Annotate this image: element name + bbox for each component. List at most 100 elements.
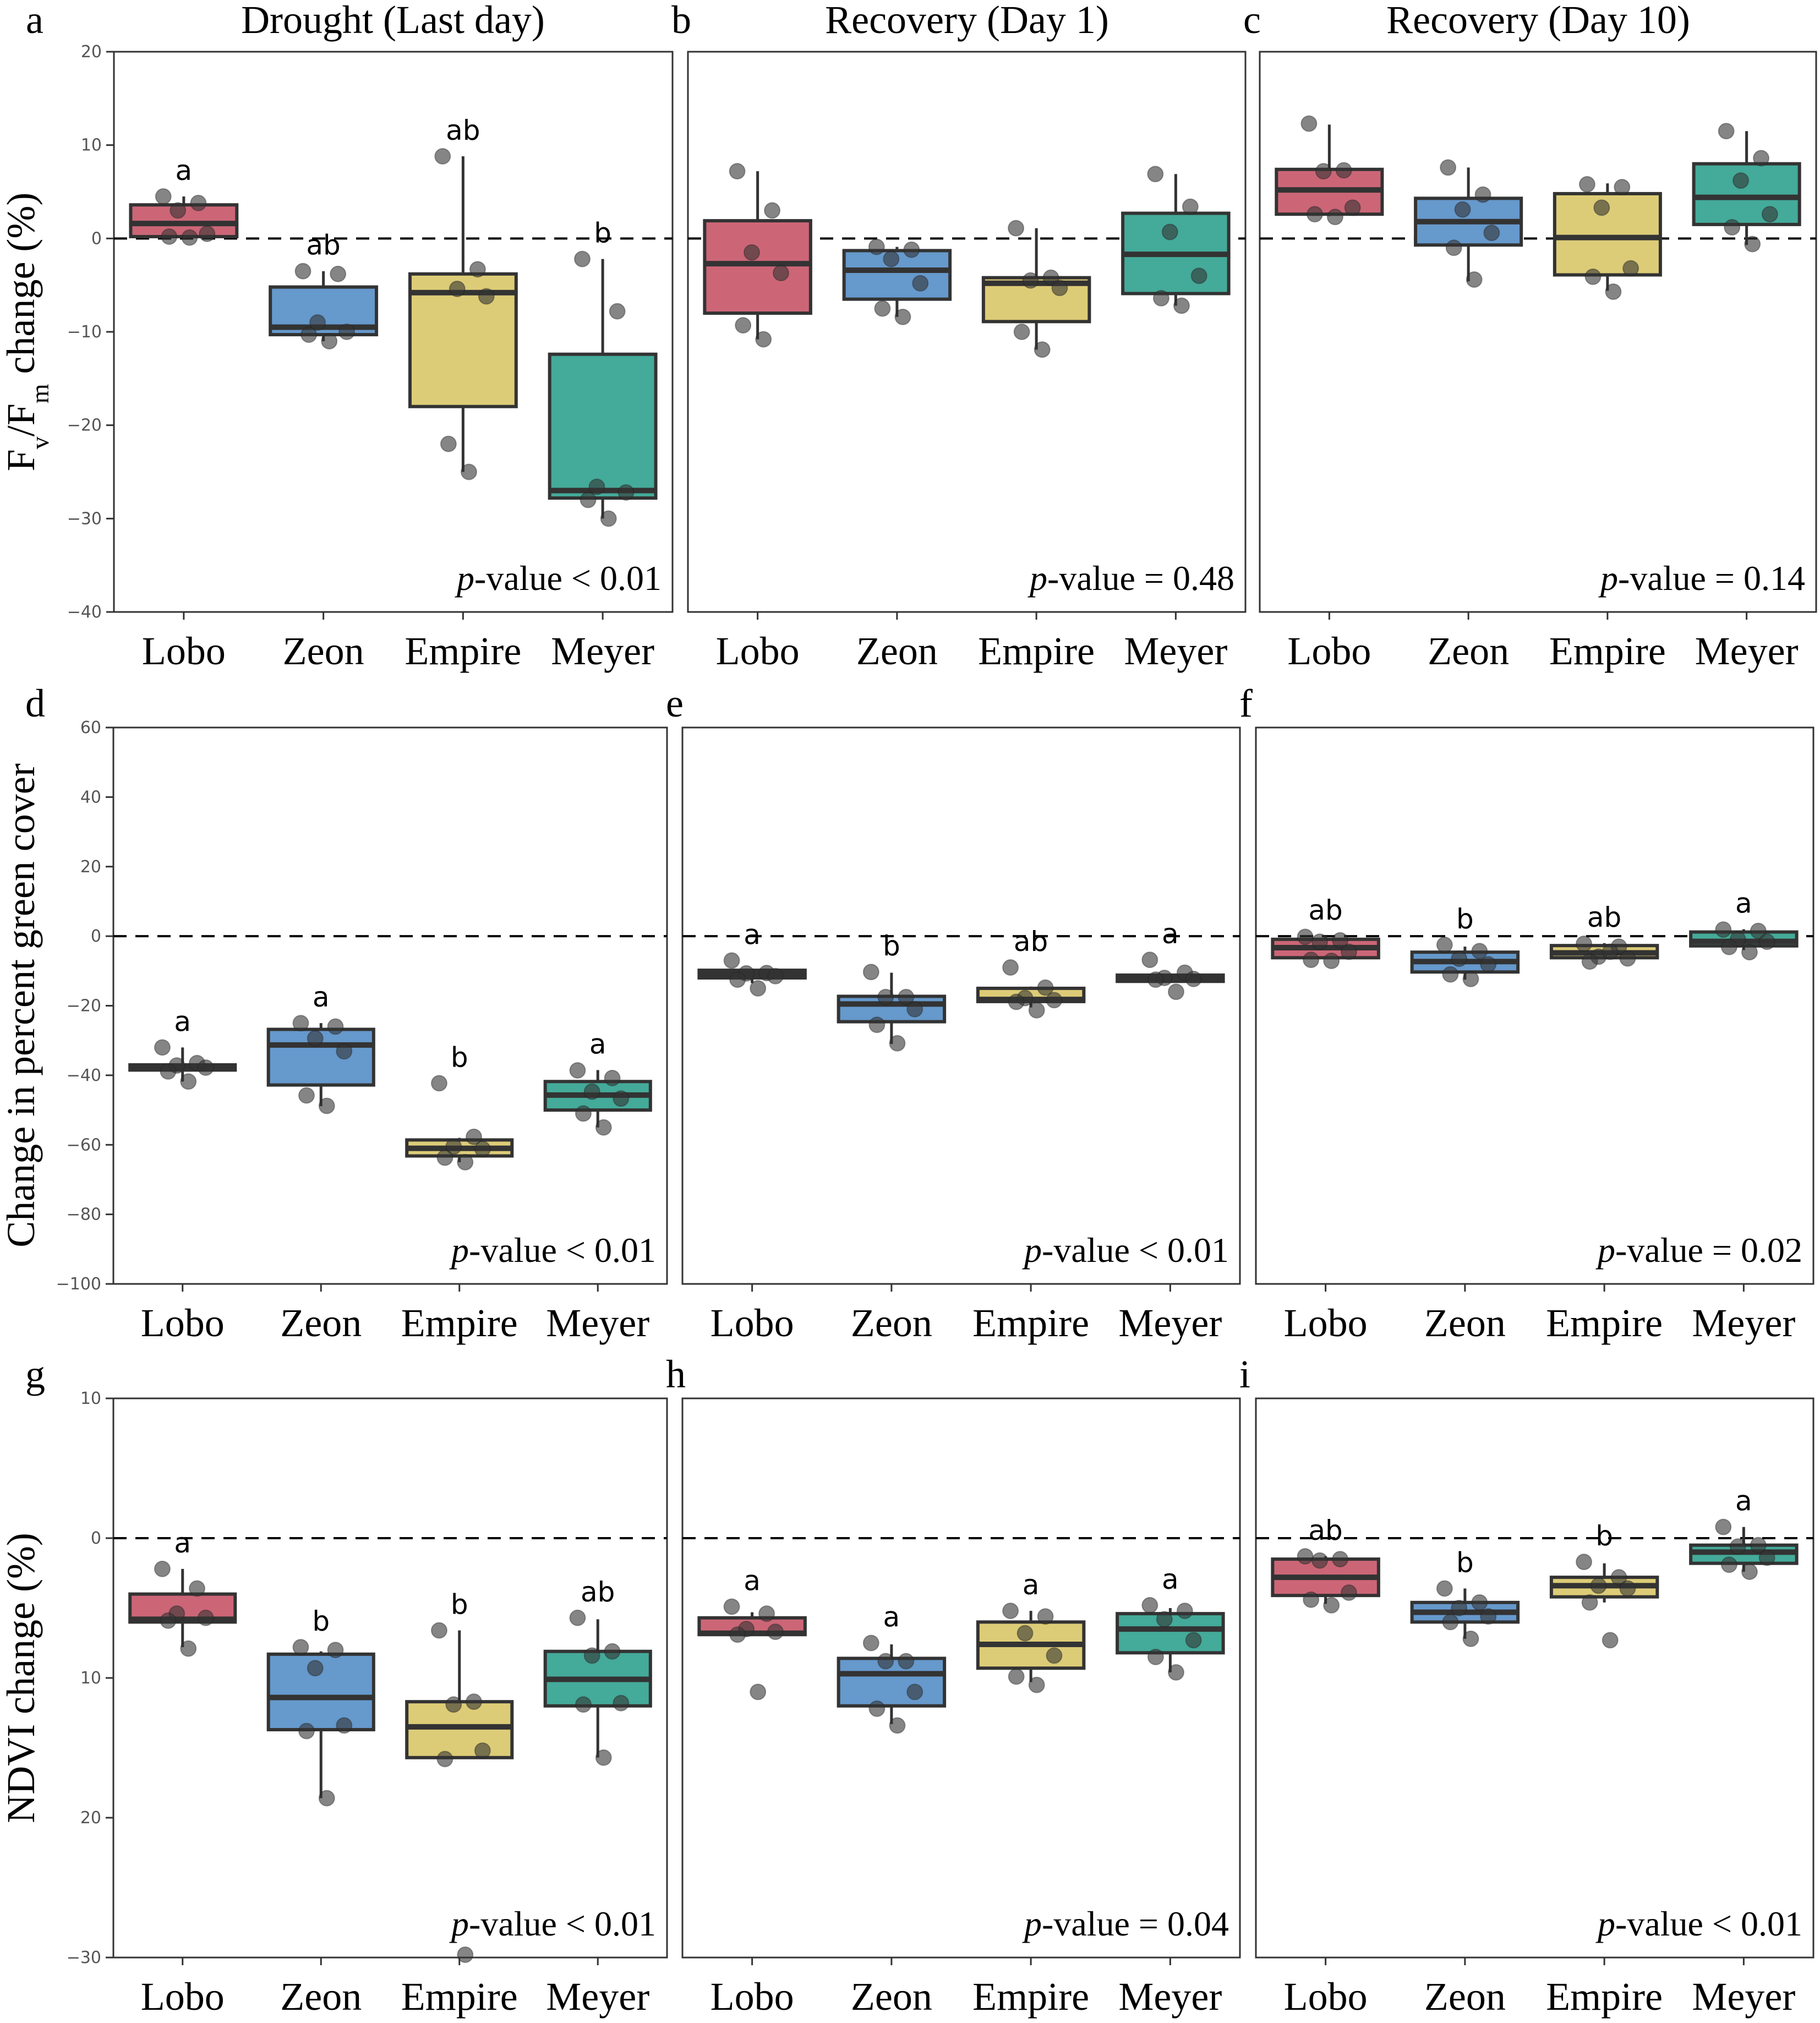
- data-point: [294, 263, 311, 280]
- data-point: [449, 280, 466, 297]
- x-tick-label: Empire: [1549, 629, 1666, 673]
- data-point: [298, 1087, 315, 1104]
- data-point: [1750, 922, 1767, 939]
- data-point: [617, 484, 635, 501]
- data-point: [1022, 272, 1039, 289]
- data-point: [1147, 1648, 1164, 1665]
- data-point: [1619, 950, 1636, 967]
- p-italic: p: [455, 559, 474, 598]
- data-point: [181, 229, 198, 246]
- p-italic: p: [1022, 1904, 1042, 1943]
- box-empire: [1553, 176, 1662, 300]
- data-point: [1190, 267, 1207, 285]
- x-tick-label: Lobo: [710, 1975, 794, 2019]
- data-point: [1034, 341, 1051, 358]
- significance-letter: ab: [581, 1576, 615, 1608]
- significance-letter: a: [1023, 1569, 1040, 1601]
- x-tick-label: Meyer: [1692, 1301, 1795, 1345]
- significance-letter: a: [313, 981, 330, 1013]
- data-point: [1335, 162, 1352, 179]
- box-empire: a: [976, 1569, 1086, 1693]
- x-tick-label: Zeon: [856, 629, 938, 673]
- significance-letter: a: [1162, 918, 1179, 950]
- significance-letter: a: [1735, 1485, 1752, 1517]
- p-value-text: -value < 0.01: [1042, 1231, 1229, 1270]
- data-point: [1167, 983, 1184, 1000]
- data-point: [307, 1030, 324, 1047]
- box-iqr: [405, 1700, 514, 1759]
- p-value-text: -value < 0.01: [469, 1904, 656, 1943]
- y-tick-label: −20: [67, 416, 102, 435]
- data-point: [1297, 1548, 1314, 1565]
- y-tick-label: 20: [80, 857, 101, 877]
- data-point: [1622, 260, 1639, 277]
- data-point: [1462, 1630, 1479, 1647]
- data-point: [862, 1634, 879, 1652]
- data-point: [569, 1062, 586, 1079]
- data-point: [154, 1039, 171, 1056]
- panel-letter: b: [671, 0, 691, 42]
- data-point: [1156, 1611, 1173, 1628]
- data-point: [874, 300, 891, 317]
- data-point: [338, 324, 356, 340]
- p-italic: p: [1027, 559, 1047, 598]
- data-point: [1323, 952, 1340, 969]
- data-point: [1593, 199, 1610, 216]
- data-point: [1303, 952, 1320, 969]
- x-tick-label: Lobo: [1284, 1975, 1368, 2019]
- data-point: [755, 331, 772, 348]
- significance-letter: a: [883, 1601, 900, 1633]
- x-tick-label: Empire: [972, 1975, 1089, 2019]
- p-value-text: -value = 0.02: [1615, 1231, 1802, 1270]
- data-point: [583, 1647, 600, 1664]
- y-tick-label: 0: [91, 229, 102, 248]
- data-point: [1306, 206, 1323, 223]
- panel-letter: d: [25, 681, 45, 725]
- data-point: [898, 1653, 915, 1670]
- box-iqr: [837, 1656, 947, 1708]
- data-point: [1147, 971, 1164, 988]
- data-point: [190, 194, 207, 211]
- x-tick-label: Meyer: [546, 1975, 649, 2019]
- significance-letter: ab: [1308, 1514, 1342, 1546]
- box-meyer: a: [1116, 1563, 1225, 1681]
- data-point: [170, 202, 187, 219]
- data-point: [1753, 150, 1770, 167]
- p-value-annotation: p-value < 0.01: [1022, 1231, 1229, 1270]
- data-point: [574, 250, 591, 267]
- panel-letter: a: [26, 0, 43, 42]
- significance-letter: a: [744, 918, 761, 950]
- data-point: [729, 163, 746, 180]
- data-point: [1440, 159, 1457, 176]
- data-point: [1590, 1577, 1607, 1594]
- data-point: [1732, 172, 1750, 189]
- data-point: [1311, 933, 1329, 950]
- data-point: [300, 326, 318, 343]
- panel-letter: c: [1243, 0, 1261, 42]
- data-point: [154, 1560, 171, 1577]
- data-point: [862, 964, 879, 981]
- box-lobo: ab: [1271, 1514, 1380, 1614]
- data-point: [1042, 269, 1059, 286]
- data-point: [445, 1696, 462, 1713]
- data-point: [1761, 206, 1778, 223]
- x-tick-label: Lobo: [142, 629, 226, 673]
- p-value-annotation: p-value = 0.48: [1027, 559, 1234, 598]
- plot-frame: [687, 51, 1247, 613]
- data-point: [613, 1694, 630, 1712]
- data-point: [1578, 176, 1595, 193]
- x-tick-label: Meyer: [1118, 1301, 1222, 1345]
- data-point: [1051, 280, 1068, 297]
- data-point: [1462, 970, 1479, 987]
- data-point: [321, 332, 338, 349]
- data-point: [309, 314, 326, 331]
- panel-letter: e: [666, 681, 684, 725]
- data-point: [604, 1069, 621, 1086]
- box-empire: ab: [1549, 901, 1659, 970]
- data-point: [180, 1073, 197, 1090]
- box-empire: b: [405, 1589, 514, 1963]
- box-lobo: a: [697, 918, 807, 997]
- data-point: [430, 1075, 447, 1092]
- p-value-text: -value = 0.04: [1042, 1904, 1229, 1943]
- box-lobo: ab: [1271, 894, 1380, 969]
